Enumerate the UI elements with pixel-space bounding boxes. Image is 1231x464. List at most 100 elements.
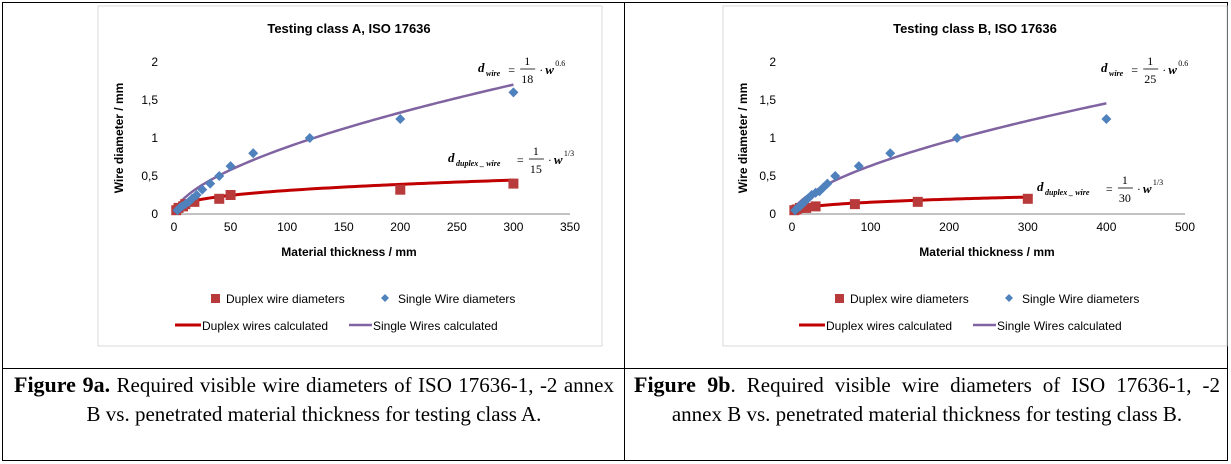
chart-title: Testing class B, ISO 17636 [893,21,1057,36]
chart-title: Testing class A, ISO 17636 [267,21,430,36]
y-axis-title: Wire diameter / mm [112,83,126,194]
formula-equals: = [508,63,515,77]
plot-area [171,83,519,216]
formula-exponent: 1/3 [1153,178,1163,187]
duplex-point [801,202,812,213]
x-tick-label: 200 [390,220,410,234]
x-tick-label: 300 [503,220,523,234]
y-tick-label: 0 [151,207,158,221]
column-divider [624,2,625,461]
formula-subscript: wire [1109,69,1124,78]
formula-dot: · [1137,182,1141,196]
formula-w: w [545,62,554,77]
duplex-point [189,196,200,207]
x-tick-label: 50 [224,220,238,234]
chart-legend: Duplex wire diameters Single Wire diamete… [799,292,1139,333]
formula-dot: · [539,63,543,77]
single-point [806,190,817,200]
duplex-point [395,184,406,195]
formula-w: w [1168,62,1177,77]
legend-duplex-points-label: Duplex wire diameters [850,292,969,306]
x-axis-title: Material thickness / mm [281,245,416,259]
legend-single-line-label: Single Wires calculated [997,319,1122,333]
formula-single: d wire = 1 25 · w 0.6 [1101,54,1188,86]
duplex-point [849,199,860,210]
x-tick-label: 100 [277,220,297,234]
y-tick-label: 0,5 [141,169,158,183]
x-tick-label: 150 [334,220,354,234]
legend-duplex-marker [211,294,220,303]
formula-denominator: 15 [530,162,542,176]
legend-duplex-line-label: Duplex wires calculated [202,319,328,333]
duplex-point [508,178,519,189]
single-point [853,161,864,172]
duplex-point [810,201,821,212]
formula-numerator: 1 [524,54,530,68]
single-point [830,171,841,181]
formula-numerator: 1 [1122,173,1128,187]
y-tick-label: 1,5 [759,93,776,107]
legend-single-marker [381,294,389,302]
single-point [214,171,225,181]
single-point [248,148,259,159]
duplex-point [912,196,923,207]
x-tick-label: 400 [1096,220,1116,234]
formula-lhs: d [448,150,455,165]
formula-lhs: d [1101,60,1108,75]
formula-single: d wire = 1 18 · w 0.6 [478,54,565,86]
x-tick-label: 250 [447,220,467,234]
x-axis-title: Material thickness / mm [919,245,1054,259]
x-tick-label: 200 [939,220,959,234]
single-point [395,114,406,124]
y-tick-label: 0,5 [759,169,776,183]
formula-denominator: 18 [521,72,533,86]
axis-ticks: 0 50 100 150 200 250 300 350 0 0,5 1 1,5 2 [141,55,580,234]
y-tick-label: 1,5 [141,93,158,107]
caption-divider [2,368,1228,369]
y-tick-label: 1 [151,131,158,145]
formula-equals: = [517,153,524,167]
single-point [810,187,821,198]
legend-duplex-points-label: Duplex wire diameters [226,292,345,306]
x-tick-label: 300 [1018,220,1038,234]
chart-class-b: Testing class B, ISO 17636 Material thic… [722,5,1228,347]
duplex-calculated-line [792,195,1028,213]
legend-single-marker [1005,294,1013,302]
chart-area-border [722,5,1228,347]
single-point [508,87,519,98]
legend-single-line-label: Single Wires calculated [373,319,498,333]
caption-text: Required visible wire diameters of ISO 1… [86,373,614,426]
y-tick-label: 2 [151,55,158,69]
single-point [885,148,896,159]
plot-area [789,102,1112,216]
figure-caption-b: Figure 9b. Required visible wire diamete… [634,370,1220,429]
duplex-point [1022,193,1033,204]
duplex-point [214,193,225,204]
single-point [205,178,216,189]
single-point [191,190,202,200]
axis-ticks: 0 100 200 300 400 500 0 0,5 1 1,5 2 [759,55,1195,234]
formula-dot: · [548,153,552,167]
formula-duplex: d duplex _ wire = 1 15 · w 1/3 [448,144,574,176]
formula-exponent: 1/3 [564,149,574,158]
formula-numerator: 1 [533,144,539,158]
formula-numerator: 1 [1147,54,1153,68]
x-tick-label: 100 [861,220,881,234]
single-calculated-line [792,102,1107,211]
formula-denominator: 25 [1144,72,1156,86]
formula-equals: = [1131,63,1138,77]
formula-w: w [1143,181,1152,196]
formula-lhs: d [478,60,485,75]
single-point [225,161,236,172]
formula-dot: · [1162,63,1166,77]
y-axis-title: Wire diameter / mm [736,83,750,194]
legend-duplex-marker [835,294,844,303]
formula-w: w [554,152,563,167]
chart-legend: Duplex wire diameters Single Wire diamete… [175,292,515,333]
caption-label: Figure 9a. [14,372,111,397]
y-tick-label: 0 [769,207,776,221]
single-point [1101,114,1112,124]
single-point [197,184,208,195]
y-tick-label: 2 [769,55,776,69]
legend-duplex-line-label: Duplex wires calculated [826,319,952,333]
